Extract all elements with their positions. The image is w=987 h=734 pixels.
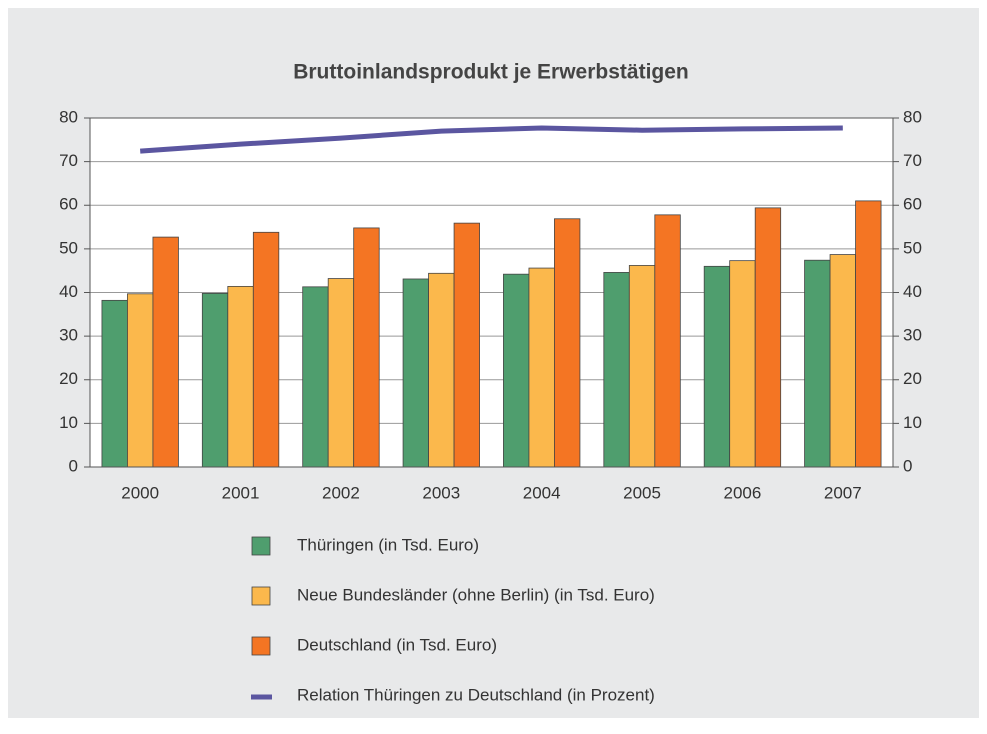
y2-tick-label: 80 (903, 107, 922, 126)
bar (855, 200, 882, 468)
bar (453, 222, 480, 468)
legend-swatch (251, 636, 271, 656)
bar (703, 265, 731, 468)
x-tick-label: 2004 (523, 483, 561, 502)
legend-label: Neue Bundesländer (ohne Berlin) (in Tsd.… (297, 585, 655, 604)
bar (754, 207, 782, 468)
y2-tick-label: 0 (903, 456, 912, 475)
bar (654, 214, 681, 468)
bar (227, 285, 254, 468)
legend-swatch (251, 536, 271, 556)
legend-label: Deutschland (in Tsd. Euro) (297, 635, 497, 654)
y2-tick-label: 20 (903, 369, 922, 388)
bar (528, 267, 555, 468)
legend-swatch (251, 586, 271, 606)
bar (402, 278, 429, 468)
plot-border (89, 117, 894, 468)
x-tick-label: 2007 (824, 483, 862, 502)
bar (152, 236, 179, 468)
bar (554, 218, 581, 468)
y2-tick-label: 70 (903, 151, 922, 170)
bar (201, 292, 229, 468)
y-tick-label: 20 (59, 369, 78, 388)
bar (302, 286, 329, 468)
y2-tick-label: 30 (903, 326, 922, 345)
line (140, 125, 843, 154)
y-tick-label: 10 (59, 413, 78, 432)
x-tick-label: 2002 (322, 483, 360, 502)
y-tick-label: 30 (59, 326, 78, 345)
y-tick-label: 80 (59, 107, 78, 126)
bar (829, 254, 856, 468)
y2-tick-label: 50 (903, 238, 922, 257)
y-tick-label: 50 (59, 238, 78, 257)
bar (804, 259, 831, 468)
x-tick-label: 2005 (623, 483, 661, 502)
bar (252, 231, 280, 468)
bar (327, 278, 355, 468)
bar (428, 272, 455, 468)
y-tick-label: 70 (59, 151, 78, 170)
bar (729, 260, 756, 468)
y2-tick-label: 60 (903, 195, 922, 214)
bar (127, 293, 154, 468)
chart-title: Bruttoinlandsprodukt je Erwerbstätigen (293, 61, 689, 84)
x-tick-label: 2000 (121, 483, 159, 502)
legend-label: Thüringen (in Tsd. Euro) (297, 535, 479, 554)
bar (603, 272, 630, 468)
x-tick-label: 2003 (422, 483, 460, 502)
y-tick-label: 0 (69, 456, 78, 475)
bar (628, 265, 656, 468)
x-tick-label: 2006 (724, 483, 762, 502)
y2-tick-label: 40 (903, 282, 922, 301)
x-tick-label: 2001 (222, 483, 260, 502)
legend-label: Relation Thüringen zu Deutschland (in Pr… (297, 685, 655, 704)
bar (101, 299, 128, 468)
y2-tick-label: 10 (903, 413, 922, 432)
bar (503, 273, 530, 468)
bar (353, 227, 380, 468)
y-tick-label: 60 (59, 195, 78, 214)
y-tick-label: 40 (59, 282, 78, 301)
